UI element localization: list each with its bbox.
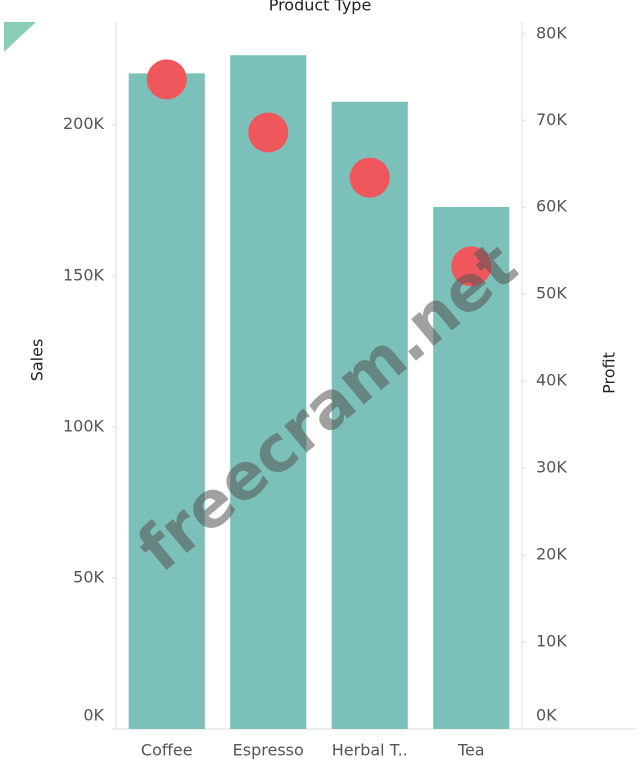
- x-tick-label: Tea: [457, 741, 485, 760]
- y2-axis-title: Profit: [600, 352, 619, 394]
- y2-tick-label: 30K: [536, 458, 567, 477]
- x-tick-label: Coffee: [141, 741, 193, 760]
- y-tick-label: 0K: [83, 706, 104, 725]
- plot: 0K 50K 100K 150K 200K 0K 10K 20K 30K 40K 50K 60K 70K…: [63, 24, 567, 760]
- profit-circle: [349, 157, 390, 198]
- y-tick-label: 50K: [73, 567, 104, 586]
- y2-tick-label: 40K: [536, 371, 567, 390]
- chart-title: Product Type: [269, 0, 372, 15]
- y-tick-label: 150K: [63, 265, 105, 284]
- bar: [128, 73, 205, 729]
- x-tick-label: Espresso: [233, 741, 304, 760]
- profit-circle: [248, 112, 289, 153]
- y2-tick-label: 10K: [536, 632, 567, 651]
- y2-tick-label: 60K: [536, 197, 567, 216]
- y-tick-label: 200K: [63, 114, 105, 133]
- y-axis-title: Sales: [28, 339, 47, 382]
- x-tick-label: Herbal T..: [332, 741, 408, 760]
- profit-circle: [146, 59, 187, 100]
- corner-marker: [4, 22, 36, 52]
- y2-tick-label: 0K: [536, 706, 557, 725]
- bar: [230, 55, 307, 729]
- y-tick-label: 100K: [63, 416, 105, 435]
- profit-circle: [451, 246, 492, 287]
- y2-tick-label: 50K: [536, 284, 567, 303]
- bar: [331, 101, 408, 729]
- y2-tick-label: 70K: [536, 110, 567, 129]
- y2-tick-label: 80K: [536, 24, 567, 43]
- y2-tick-label: 20K: [536, 545, 567, 564]
- bar: [433, 206, 510, 729]
